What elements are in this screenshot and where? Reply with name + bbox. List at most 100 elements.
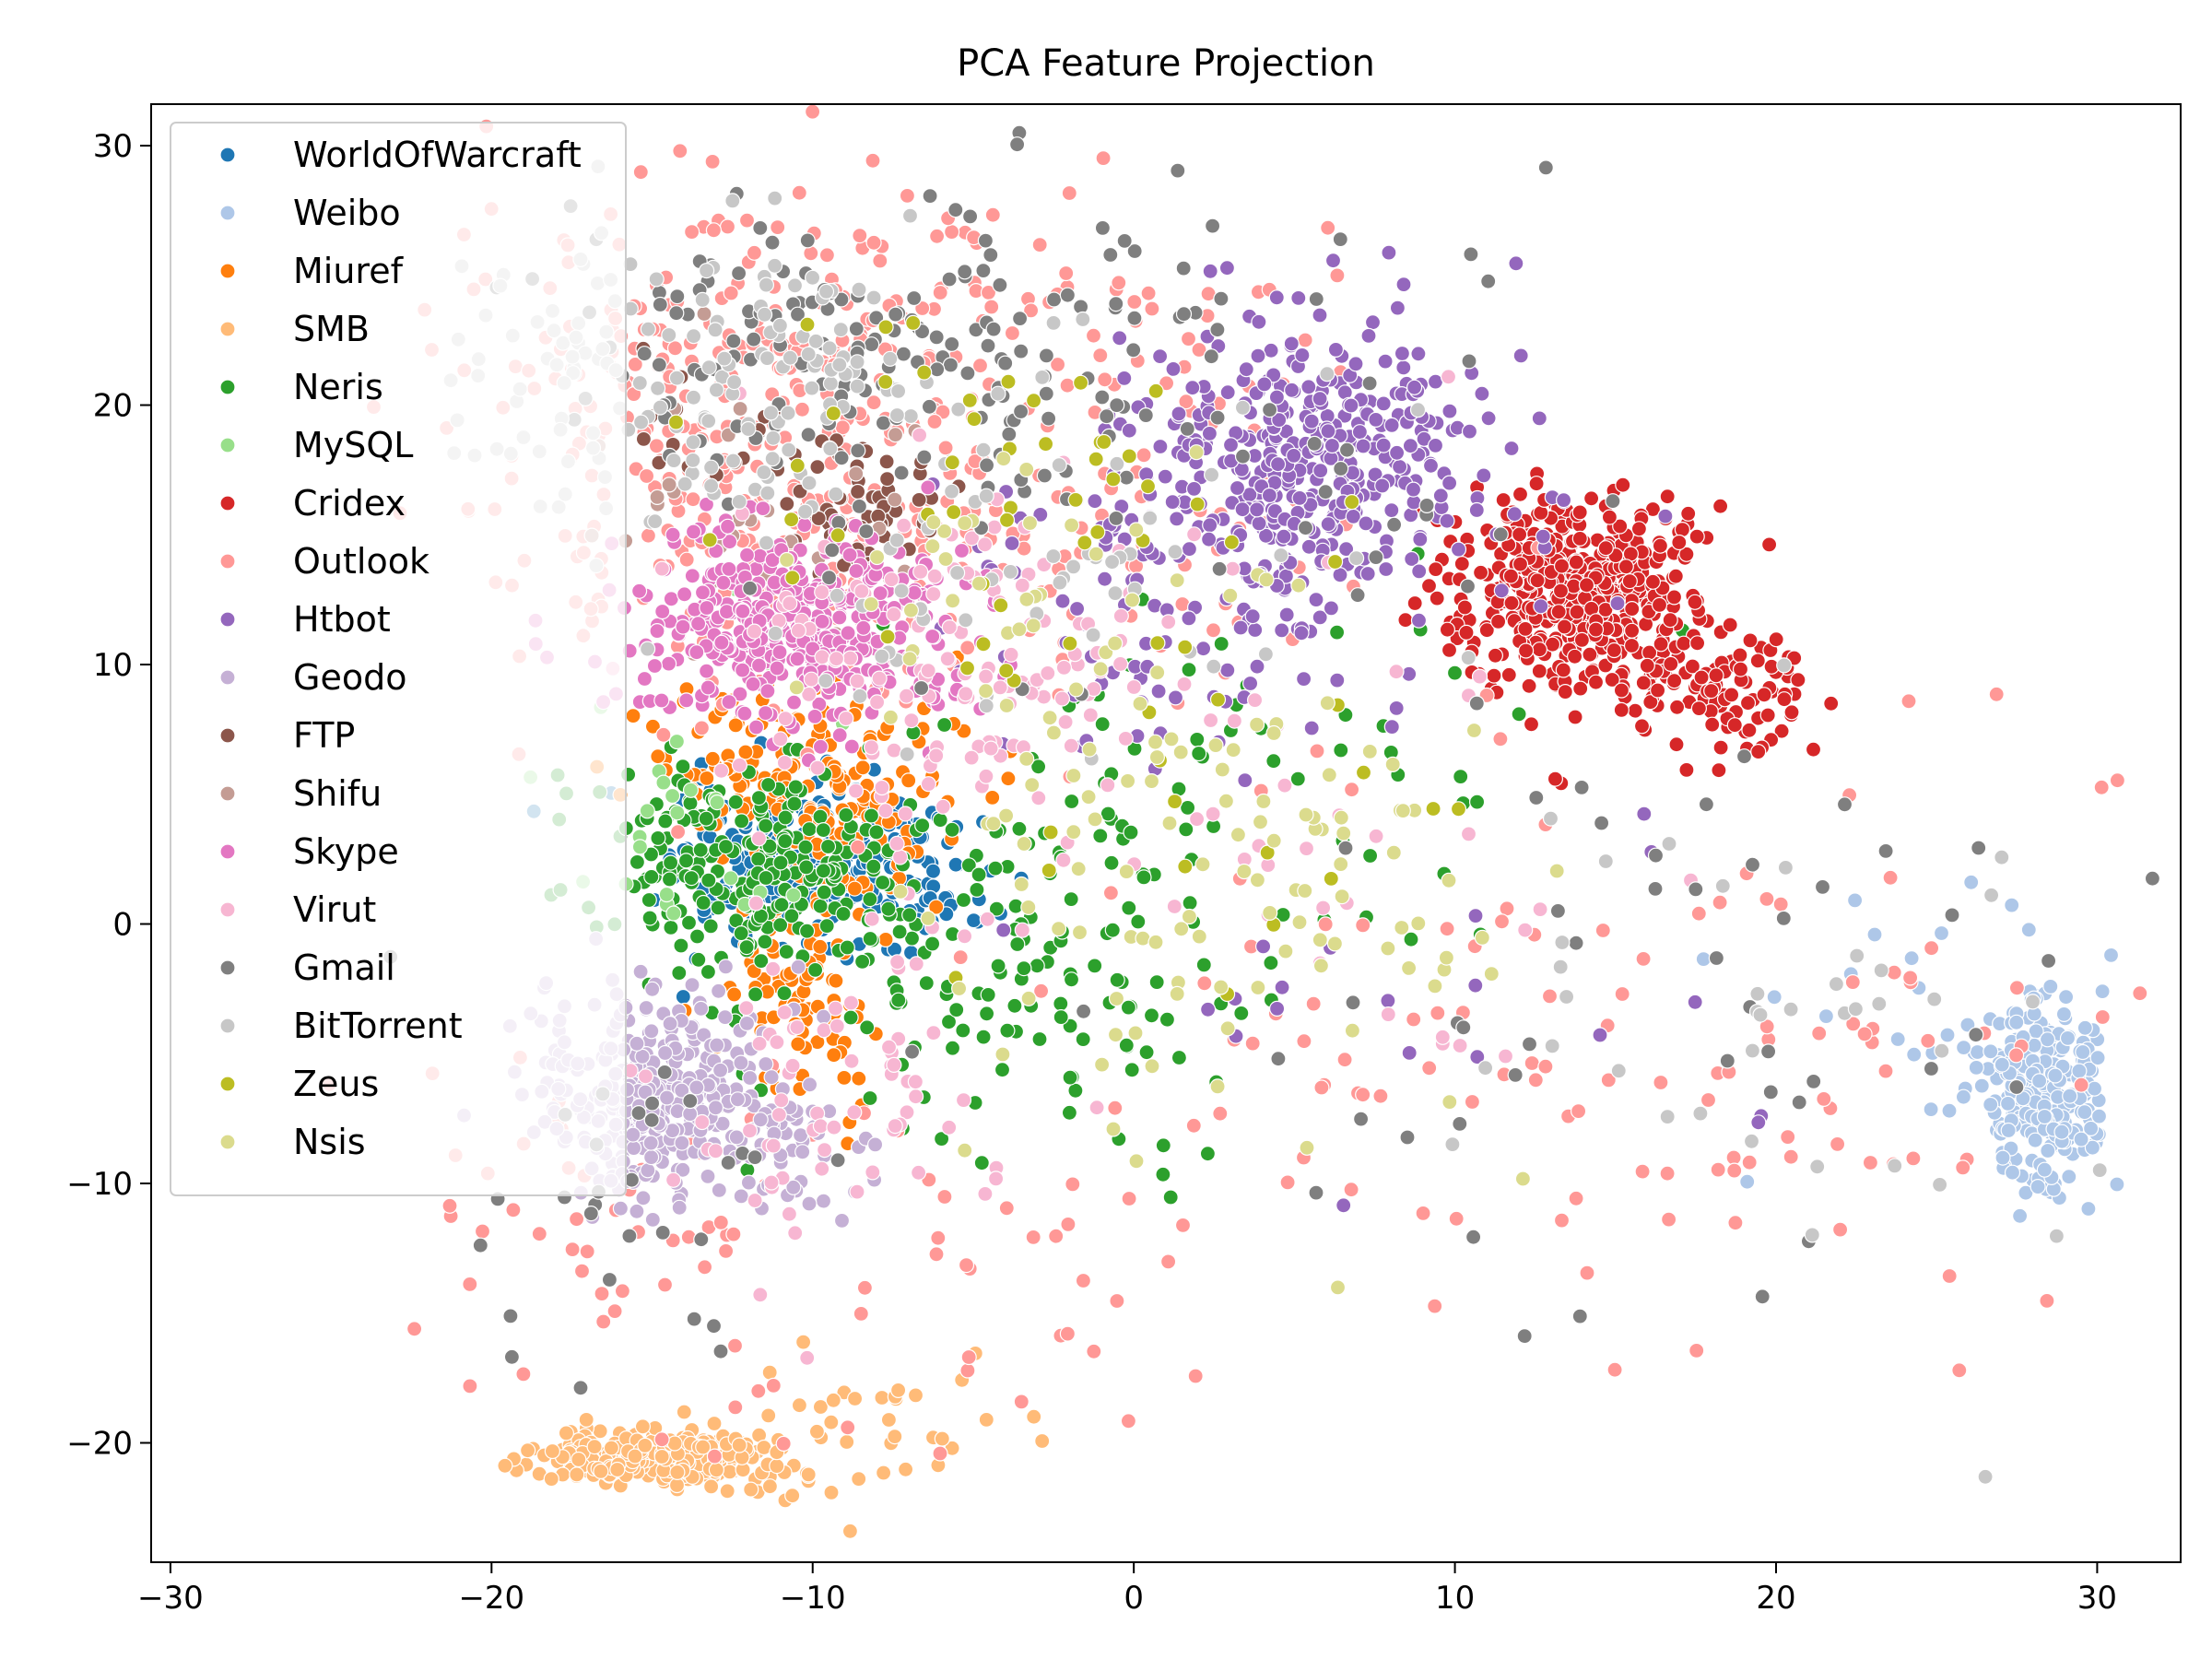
point-bittorrent [702,477,720,494]
point-outlook [669,823,687,841]
point-neris [750,789,768,806]
point-gmail [1075,1003,1092,1019]
point-virut [903,712,920,729]
point-gmail [1361,375,1378,392]
point-outlook [705,222,723,239]
point-virut [1298,840,1315,857]
point-neris [717,838,735,855]
point-neris [1191,745,1207,762]
point-gmail [903,1043,921,1060]
point-neris [710,900,726,916]
point-outlook [2073,1077,2089,1093]
point-outlook [1568,1190,1584,1206]
point-outlook [727,1399,744,1416]
point-virut [1014,922,1030,938]
point-virut [812,1118,830,1135]
point-gmail [1270,1051,1287,1067]
point-virut [1117,730,1134,747]
point-gmail [875,415,892,431]
series-neris [543,546,1691,1206]
point-neris [680,914,698,931]
point-gmail [1516,1327,1533,1345]
point-weibo [2109,1176,2125,1193]
point-neris [935,716,953,734]
point-cridex [1521,677,1537,694]
point-geodo [640,1162,656,1179]
point-weibo [1983,1096,1999,1113]
point-outlook [1343,782,1360,798]
point-htbot [1450,541,1467,558]
point-virut [750,830,768,847]
point-neris [880,900,897,917]
point-htbot [1238,361,1254,378]
point-outlook [1092,347,1109,364]
point-neris [683,869,700,887]
point-virut [803,671,819,688]
point-htbot [1329,672,1346,688]
point-htbot [1185,480,1203,498]
point-htbot [1533,598,1549,615]
point-gmail [720,1154,736,1171]
point-virut [982,740,999,757]
point-neris [1143,1007,1160,1024]
point-virut [1055,659,1073,677]
point-neris [835,905,852,923]
point-neris [801,821,818,838]
point-virut [1053,690,1071,707]
point-htbot [1274,979,1290,995]
point-htbot [1112,330,1128,347]
point-bittorrent [849,378,865,394]
point-htbot [1251,313,1267,330]
point-weibo [2075,1043,2091,1061]
point-outlook [1013,1394,1030,1410]
point-geodo [658,1089,676,1106]
point-virut [1160,614,1177,630]
point-outlook [1905,1150,1922,1167]
point-cridex [1618,559,1634,575]
point-gmail [1297,520,1314,536]
point-cridex [1759,707,1776,724]
point-gmail [912,679,930,697]
point-skype [676,586,693,603]
point-gmail [1001,426,1018,442]
point-skype [789,651,806,667]
point-cridex [1653,636,1669,653]
point-htbot [1411,563,1428,580]
point-htbot [1274,622,1290,639]
point-gmail [705,1318,723,1335]
point-neris [1265,753,1282,770]
point-shifu [661,477,677,493]
point-weibo [1923,1100,1939,1118]
point-outlook [1862,1154,1879,1171]
point-outlook [1772,896,1789,912]
point-cridex [1420,578,1438,594]
point-geodo [763,1069,780,1086]
point-outlook [1659,1165,1676,1182]
point-cridex [1644,573,1662,590]
point-neris [641,910,658,926]
point-outlook [1492,731,1509,747]
point-virut [1434,1029,1451,1045]
point-gmail [1170,162,1186,179]
point-bittorrent [849,354,865,371]
point-mysql [664,787,681,805]
point-weibo [2000,1122,2017,1139]
point-outlook [1877,1063,1894,1079]
point-miuref [644,718,662,735]
point-cridex [1552,582,1570,599]
point-virut [853,582,870,600]
point-outlook [1493,913,1511,930]
point-neris [1189,731,1206,748]
point-geodo [742,1069,759,1087]
point-weibo [1766,989,1783,1006]
point-geodo [717,1008,734,1026]
point-shifu [696,305,712,323]
point-smb [761,1364,778,1381]
point-gmail [824,542,841,559]
point-smb [887,1428,903,1445]
point-cridex [1668,699,1686,715]
point-gmail [1452,1115,1468,1133]
point-weibo [2062,1088,2078,1104]
point-bittorrent [781,441,797,458]
point-weibo [2047,1067,2064,1084]
